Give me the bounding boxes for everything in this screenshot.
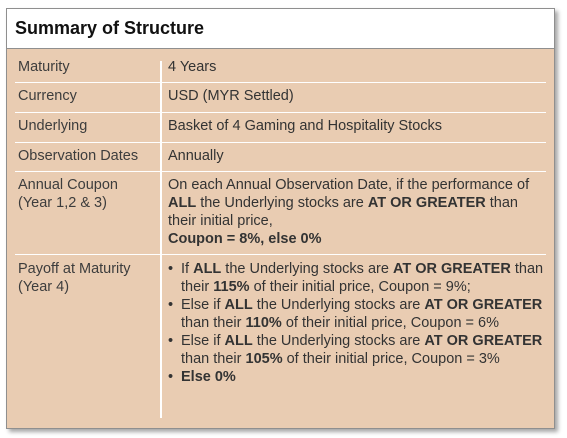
coupon-description: On each Annual Observation Date, if the … xyxy=(168,176,546,248)
payoff-bullet: If ALL the Underlying stocks are AT OR G… xyxy=(168,260,546,296)
row-separator xyxy=(15,82,546,83)
row-separator xyxy=(15,112,546,113)
row-label: Annual Coupon (Year 1,2 & 3) xyxy=(18,176,158,212)
row-label: Observation Dates xyxy=(18,148,139,164)
title-bar: Summary of Structure xyxy=(7,9,554,49)
coupon-text: than their initial price, xyxy=(168,195,518,229)
column-divider xyxy=(160,61,162,418)
summary-card: Summary of Structure Maturity 4 Years Cu… xyxy=(6,8,555,429)
payoff-bullet: Else 0% xyxy=(168,368,546,386)
coupon-result: Coupon = 8%, else 0% xyxy=(168,231,322,247)
coupon-bold: AT OR GREATER xyxy=(367,195,486,211)
row-separator xyxy=(15,142,546,143)
row-label: Payoff at Maturity (Year 4) xyxy=(18,260,158,296)
row-label: Maturity xyxy=(18,59,70,75)
coupon-label-line2: (Year 1,2 & 3) xyxy=(18,195,107,211)
coupon-label-line1: Annual Coupon xyxy=(18,177,118,193)
payoff-bullet: Else if ALL the Underlying stocks are AT… xyxy=(168,296,546,332)
coupon-text: On each Annual Observation Date, if the … xyxy=(168,177,530,193)
row-separator xyxy=(15,254,546,255)
payoff-label-line2: (Year 4) xyxy=(18,279,70,295)
row-separator xyxy=(15,171,546,172)
payoff-description: If ALL the Underlying stocks are AT OR G… xyxy=(168,260,546,386)
row-value: Annually xyxy=(168,148,224,164)
payoff-bullet-list: If ALL the Underlying stocks are AT OR G… xyxy=(168,260,546,386)
payoff-bullet: Else if ALL the Underlying stocks are AT… xyxy=(168,332,546,368)
row-label: Currency xyxy=(18,88,77,104)
row-value: Basket of 4 Gaming and Hospitality Stock… xyxy=(168,118,443,134)
row-label: Underlying xyxy=(18,118,88,134)
summary-title: Summary of Structure xyxy=(15,18,205,38)
row-value: 4 Years xyxy=(168,59,217,75)
row-value: USD (MYR Settled) xyxy=(168,88,294,104)
coupon-bold: ALL xyxy=(168,195,197,211)
payoff-label-line1: Payoff at Maturity xyxy=(18,261,131,277)
coupon-text: the Underlying stocks are xyxy=(196,195,368,211)
